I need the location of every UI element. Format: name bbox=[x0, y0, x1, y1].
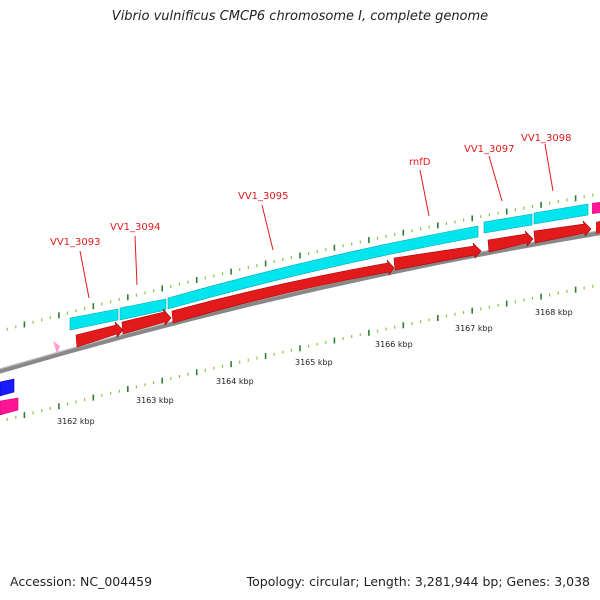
map-title: Vibrio vulnificus CMCP6 chromosome I, co… bbox=[111, 9, 489, 24]
gene-label[interactable]: VV1_3093 bbox=[50, 237, 101, 248]
gene-vv1-3097-reverse[interactable] bbox=[487, 230, 534, 253]
leader-vv1-3095 bbox=[261, 204, 274, 251]
gene-label[interactable]: VV1_3097 bbox=[464, 144, 515, 155]
gene-vv1-3094-forward[interactable] bbox=[119, 298, 167, 321]
gene-vv1-3093-reverse[interactable] bbox=[75, 321, 124, 348]
leader-vv1-3097 bbox=[488, 155, 503, 202]
scale-label: 3166 kbp bbox=[375, 340, 413, 349]
pink-marker bbox=[53, 341, 60, 354]
scale-label: 3163 kbp bbox=[136, 396, 174, 405]
scale-label: 3165 kbp bbox=[295, 358, 333, 367]
forward-strand-track bbox=[69, 202, 600, 331]
genome-summary: Topology: circular; Length: 3,281,944 bp… bbox=[246, 574, 590, 589]
gene-vv1-3098-reverse[interactable] bbox=[533, 220, 592, 244]
accession-text: Accession: NC_004459 bbox=[10, 574, 153, 589]
scale-label: 3164 kbp bbox=[216, 377, 254, 386]
gene-label[interactable]: rnfD bbox=[409, 157, 431, 168]
gene-vv1-3095-forward[interactable] bbox=[167, 225, 479, 310]
rna-feature-left[interactable] bbox=[0, 397, 19, 416]
gene-label[interactable]: VV1_3094 bbox=[110, 222, 161, 233]
scale-labels: 3162 kbp 3163 kbp 3164 kbp 3165 kbp 3166… bbox=[57, 308, 573, 426]
lower-tick-track bbox=[6, 284, 594, 421]
scale-label: 3162 kbp bbox=[57, 417, 95, 426]
gene-vv1-3095-reverse[interactable] bbox=[171, 259, 395, 324]
gene-vv1-3093-forward[interactable] bbox=[69, 308, 119, 331]
reverse-strand-track bbox=[75, 220, 600, 348]
scale-label: 3167 kbp bbox=[455, 324, 493, 333]
gene-label[interactable]: VV1_3098 bbox=[521, 133, 572, 144]
scale-label: 3168 kbp bbox=[535, 308, 573, 317]
gene-label[interactable]: VV1_3095 bbox=[238, 191, 289, 202]
gene-vv1-3094-reverse[interactable] bbox=[121, 308, 172, 335]
gene-rnfd-reverse[interactable] bbox=[393, 242, 482, 271]
leader-vv1-3098 bbox=[544, 143, 554, 192]
label-leaders bbox=[79, 143, 554, 299]
gene-labels: VV1_3093 VV1_3094 VV1_3095 rnfD VV1_3097… bbox=[50, 133, 572, 248]
genome-backbone bbox=[0, 230, 600, 374]
gene-vv1-3097-forward[interactable] bbox=[483, 213, 533, 234]
upper-tick-track bbox=[6, 193, 594, 331]
gene-vv1-3098-forward[interactable] bbox=[533, 203, 589, 225]
rna-feature-right[interactable] bbox=[592, 202, 600, 214]
leader-vv1-3094 bbox=[134, 235, 138, 286]
leader-vv1-3093 bbox=[79, 250, 90, 299]
gene-right-edge-reverse[interactable] bbox=[596, 221, 600, 234]
leader-rnfd bbox=[419, 169, 430, 217]
other-feature-left[interactable] bbox=[0, 378, 15, 397]
